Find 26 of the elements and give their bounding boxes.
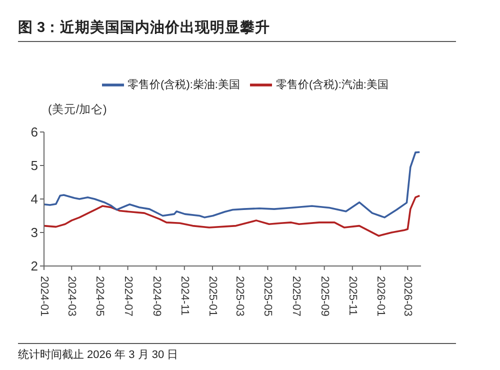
- legend-label: 零售价(含税):汽油:美国: [276, 78, 388, 91]
- y-axis-title: (美元/加仑): [48, 102, 107, 117]
- text: 统计时间截止 2026 年 3 月 30 日: [18, 348, 180, 362]
- x-tick-label: 2024-11: [178, 276, 190, 316]
- x-tick-label: 2025-07: [290, 276, 302, 316]
- y-tick-label: 3: [30, 225, 38, 240]
- y-tick-label: 6: [30, 124, 38, 140]
- x-tick-label: 2025-01: [206, 276, 218, 316]
- y-tick-label: 4: [30, 192, 38, 207]
- x-tick-label: 2025-03: [234, 276, 246, 316]
- x-tick-label: 2024-01: [38, 276, 50, 316]
- y-tick-label: 2: [30, 258, 38, 274]
- x-tick-label: 2025-11: [346, 276, 358, 316]
- x-tick-label: 2024-09: [150, 276, 162, 316]
- line-series: [44, 194, 421, 237]
- x-tick-label: 2025-09: [318, 276, 330, 316]
- x-tick-label: 2024-07: [122, 276, 134, 316]
- x-tick-label: 2026-03: [402, 276, 414, 316]
- x-tick-label: 2024-03: [66, 276, 78, 316]
- chart-title: 图 3：近期美国国内油价出现明显攀升: [18, 18, 456, 42]
- y-tick-label: 5: [30, 158, 38, 174]
- legend-label: 零售价(含税):柴油:美国: [128, 78, 240, 91]
- x-tick-label: 2025-05: [262, 276, 274, 316]
- x-tick-label: 2024-05: [94, 276, 106, 316]
- line-series: [44, 151, 421, 218]
- x-tick-label: 2026-01: [374, 276, 386, 316]
